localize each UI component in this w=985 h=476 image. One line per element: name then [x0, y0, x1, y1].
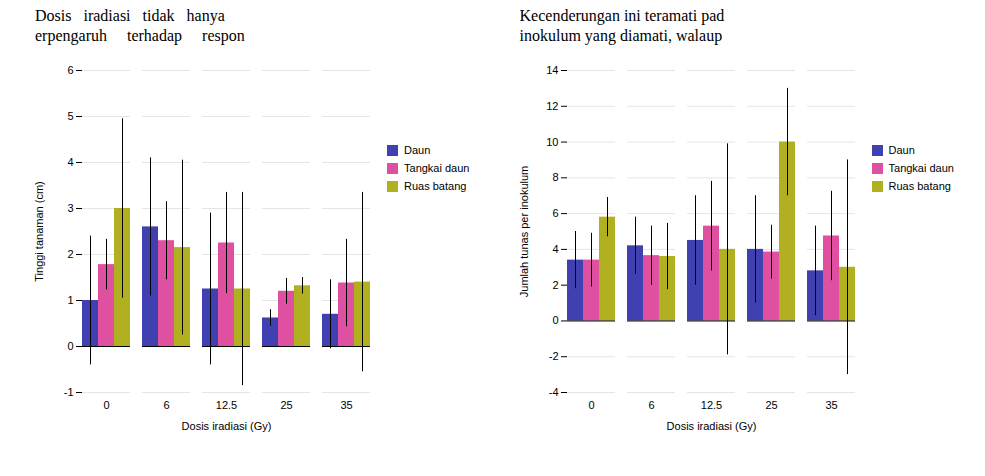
svg-text:6: 6	[552, 207, 558, 219]
svg-text:25: 25	[765, 399, 777, 411]
svg-text:25: 25	[280, 399, 292, 411]
svg-text:12.5: 12.5	[216, 399, 237, 411]
svg-text:2: 2	[552, 279, 558, 291]
svg-text:35: 35	[340, 399, 352, 411]
svg-text:-4: -4	[548, 386, 558, 398]
svg-text:12.5: 12.5	[700, 399, 721, 411]
html-text:erpengaruh terhadap respon: erpengaruh terhadap respon	[35, 27, 245, 44]
svg-text:Jumlah tunas per inokulum: Jumlah tunas per inokulum	[518, 166, 530, 297]
svg-text:6: 6	[67, 64, 73, 76]
html-text:Daun: Daun	[404, 144, 431, 156]
svg-text:Dosis iradiasi (Gy): Dosis iradiasi (Gy)	[666, 420, 756, 432]
svg-text:3: 3	[67, 202, 73, 214]
svg-text:10: 10	[546, 136, 558, 148]
svg-text:14: 14	[546, 64, 558, 76]
svg-text:8: 8	[552, 171, 558, 183]
html-text:Tangkai daun: Tangkai daun	[404, 162, 470, 174]
html-text:Dosis iradiasi tidak hanya: Dosis iradiasi tidak hanya	[35, 7, 225, 24]
html-text:Tangkai daun: Tangkai daun	[888, 162, 954, 174]
svg-text:-2: -2	[548, 350, 558, 362]
svg-text:4: 4	[67, 156, 73, 168]
svg-text:-1: -1	[64, 386, 74, 398]
svg-text:0: 0	[552, 314, 558, 326]
svg-text:35: 35	[825, 399, 837, 411]
svg-text:0: 0	[103, 399, 109, 411]
svg-text:1: 1	[67, 294, 73, 306]
html-text:Kecenderungan ini teramati pad: Kecenderungan ini teramati pad	[519, 7, 725, 24]
svg-text:4: 4	[552, 243, 558, 255]
svg-text:6: 6	[648, 399, 654, 411]
svg-text:2: 2	[67, 248, 73, 260]
html-text:Ruas batang: Ruas batang	[404, 180, 467, 192]
svg-text:Dosis iradiasi (Gy): Dosis iradiasi (Gy)	[182, 420, 272, 432]
html-text:inokulum yang diamati, walaup: inokulum yang diamati, walaup	[519, 27, 723, 44]
html-text:Ruas batang: Ruas batang	[888, 180, 951, 192]
svg-text:6: 6	[163, 399, 169, 411]
svg-text:5: 5	[67, 110, 73, 122]
svg-text:12: 12	[546, 100, 558, 112]
svg-text:0: 0	[67, 340, 73, 352]
svg-text:0: 0	[588, 399, 594, 411]
svg-text:Tinggi tanaman (cm): Tinggi tanaman (cm)	[33, 181, 45, 281]
html-text:Daun: Daun	[888, 144, 915, 156]
